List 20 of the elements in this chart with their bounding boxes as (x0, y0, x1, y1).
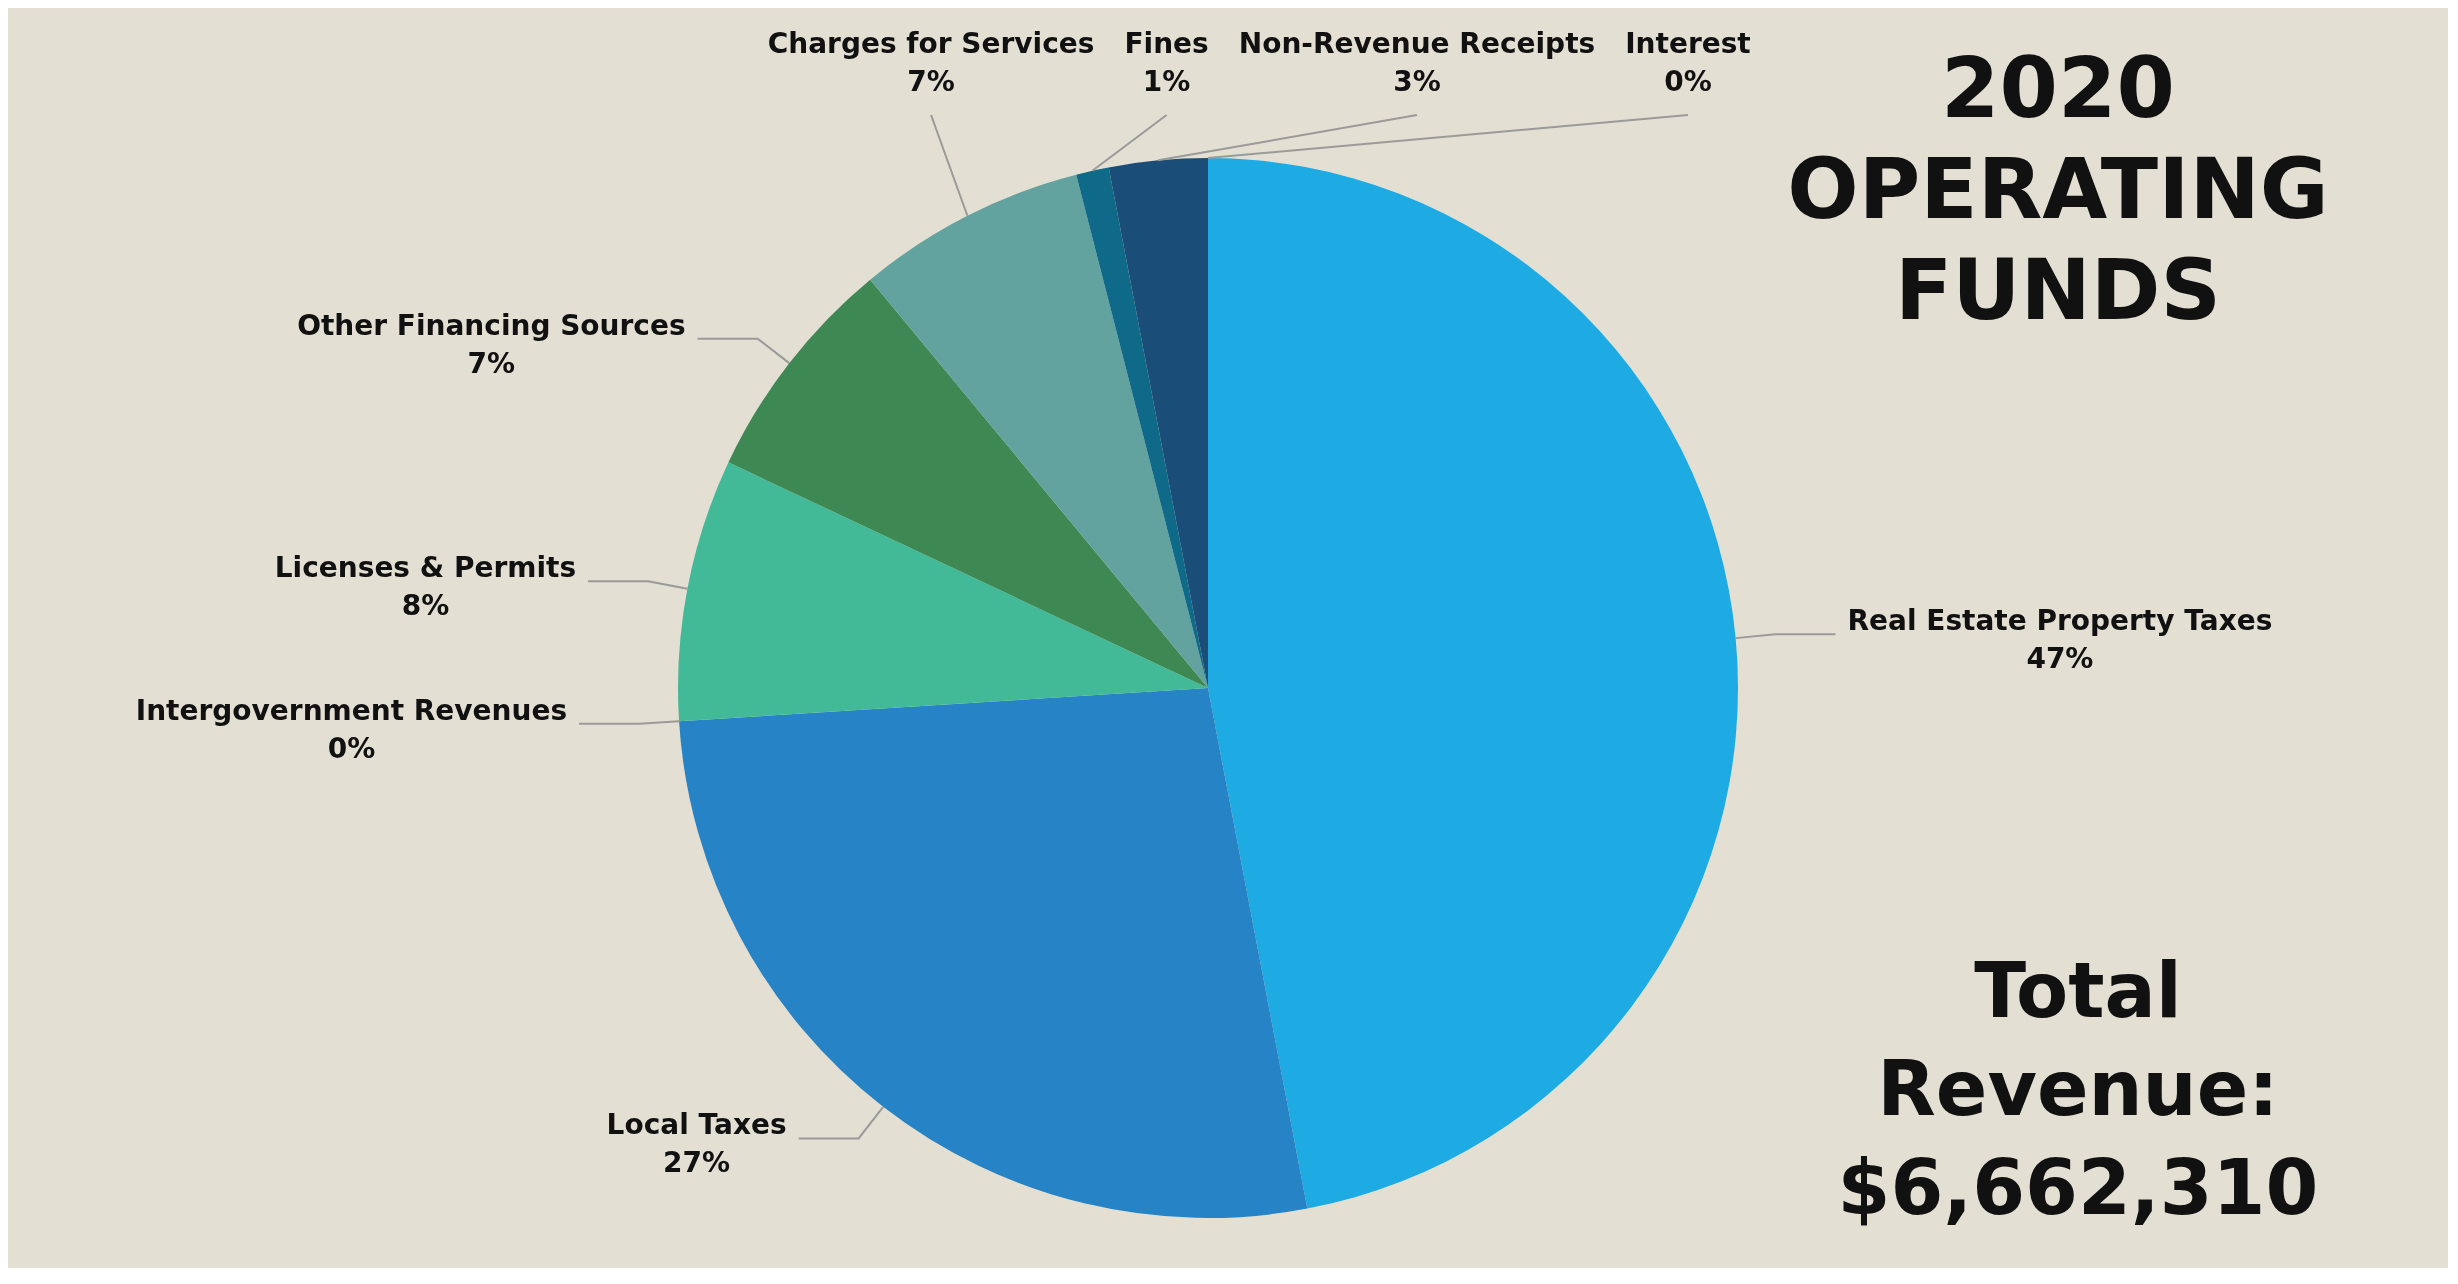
text: 0% (327, 731, 376, 765)
data-label: 1% (1142, 65, 1191, 98)
data-label: 7% (467, 346, 516, 380)
data-label: 47% (2026, 642, 2094, 676)
text: 2020 OPERATING FUNDS (1787, 39, 2329, 339)
text: Total Revenue: $6,662,310 (1836, 944, 2320, 1235)
data-label: 27% (663, 1146, 731, 1180)
data-label: 7% (907, 65, 955, 98)
data-label: 3% (1393, 65, 1441, 98)
slice-label: Real Estate Property Taxes (1847, 604, 2273, 638)
slice-label: Other Financing Sources (297, 308, 686, 342)
slice-label: Charges for Services (767, 27, 1095, 60)
text: 0% (1664, 65, 1712, 98)
category-label: Interest (1625, 27, 1751, 60)
slice-label: Licenses & Permits (274, 551, 577, 585)
slice-label: Fines (1124, 27, 1209, 60)
slice-label: Local Taxes (606, 1108, 787, 1142)
legend-label: Intergovernment Revenues (135, 693, 568, 727)
data-label: 8% (401, 589, 450, 623)
slice-label: Non-Revenue Receipts (1238, 27, 1596, 60)
